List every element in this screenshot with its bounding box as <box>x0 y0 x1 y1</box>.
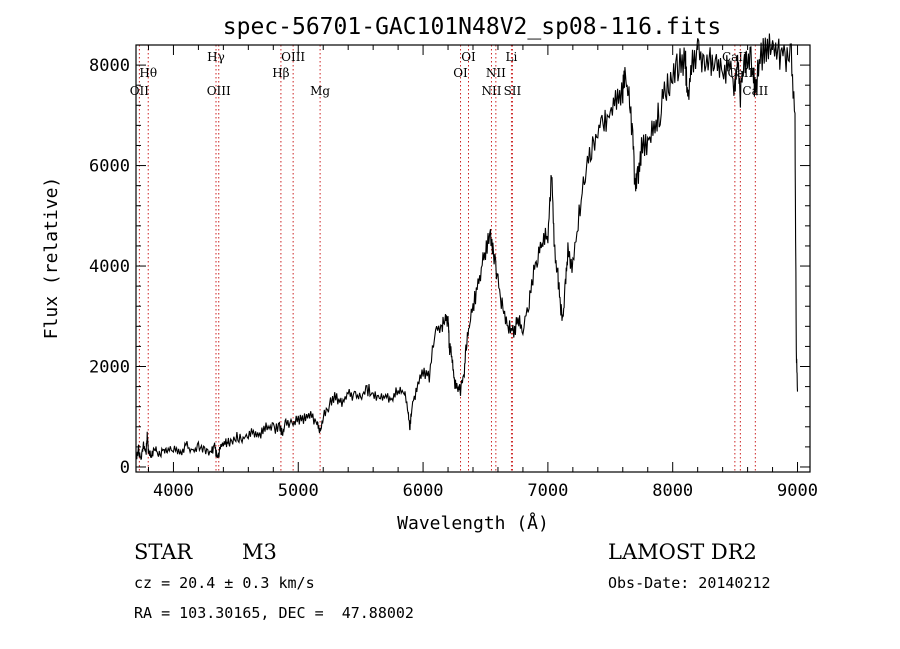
x-tick-label-3: 7000 <box>527 481 568 501</box>
plot-frame <box>135 44 811 473</box>
object-subclass: M3 <box>242 540 277 564</box>
y-tick-label-3: 6000 <box>89 157 130 177</box>
observation-date: Obs-Date: 20140212 <box>608 574 771 592</box>
x-tick-label-5: 9000 <box>777 481 818 501</box>
line-marker-label-6: Mg <box>310 84 330 98</box>
x-tick-label-1: 5000 <box>278 481 319 501</box>
x-tick-label-2: 6000 <box>403 481 444 501</box>
line-marker-label-14: CaII <box>727 66 753 80</box>
line-marker-label-9: NII <box>481 84 501 98</box>
line-marker-label-4: Hβ <box>272 66 289 80</box>
line-marker-label-5: OIII <box>281 50 305 64</box>
x-axis-label: Wavelength (Å) <box>397 512 549 534</box>
spectrum-line-0 <box>135 33 799 461</box>
survey-name: LAMOST DR2 <box>608 540 757 564</box>
object-class: STAR <box>134 540 193 564</box>
chart-title: spec-56701-GAC101N48V2_sp08-116.fits <box>223 14 722 40</box>
line-marker-label-2: Hγ <box>207 50 225 64</box>
y-tick-label-2: 4000 <box>89 257 130 277</box>
line-marker-label-8: OI <box>461 50 476 64</box>
line-marker-label-0: OII <box>130 84 150 98</box>
spectral-line-markers: OIIHθHγOIIIHβOIIIMgOIOINIINIILiSIICaIICa… <box>130 45 768 472</box>
y-tick-label-0: 0 <box>120 458 130 478</box>
coordinates: RA = 103.30165, DEC = 47.88002 <box>134 604 414 622</box>
x-tick-label-0: 4000 <box>153 481 194 501</box>
line-marker-label-7: OI <box>453 66 468 80</box>
line-marker-label-3: OIII <box>207 84 231 98</box>
line-marker-label-11: Li <box>506 50 518 64</box>
y-axis-label: Flux (relative) <box>41 177 62 340</box>
x-tick-label-4: 8000 <box>652 481 693 501</box>
redshift-velocity: cz = 20.4 ± 0.3 km/s <box>134 574 315 592</box>
axes: 4000 5000 6000 7000 8000 9000 0 2000 4000 6000 800… <box>89 44 818 501</box>
line-marker-label-10: NII <box>486 66 506 80</box>
y-tick-label-4: 8000 <box>89 56 130 76</box>
line-marker-label-1: Hθ <box>139 66 157 80</box>
spectrum-layer <box>135 33 799 461</box>
y-tick-label-1: 2000 <box>89 358 130 378</box>
line-marker-label-12: SII <box>504 84 522 98</box>
